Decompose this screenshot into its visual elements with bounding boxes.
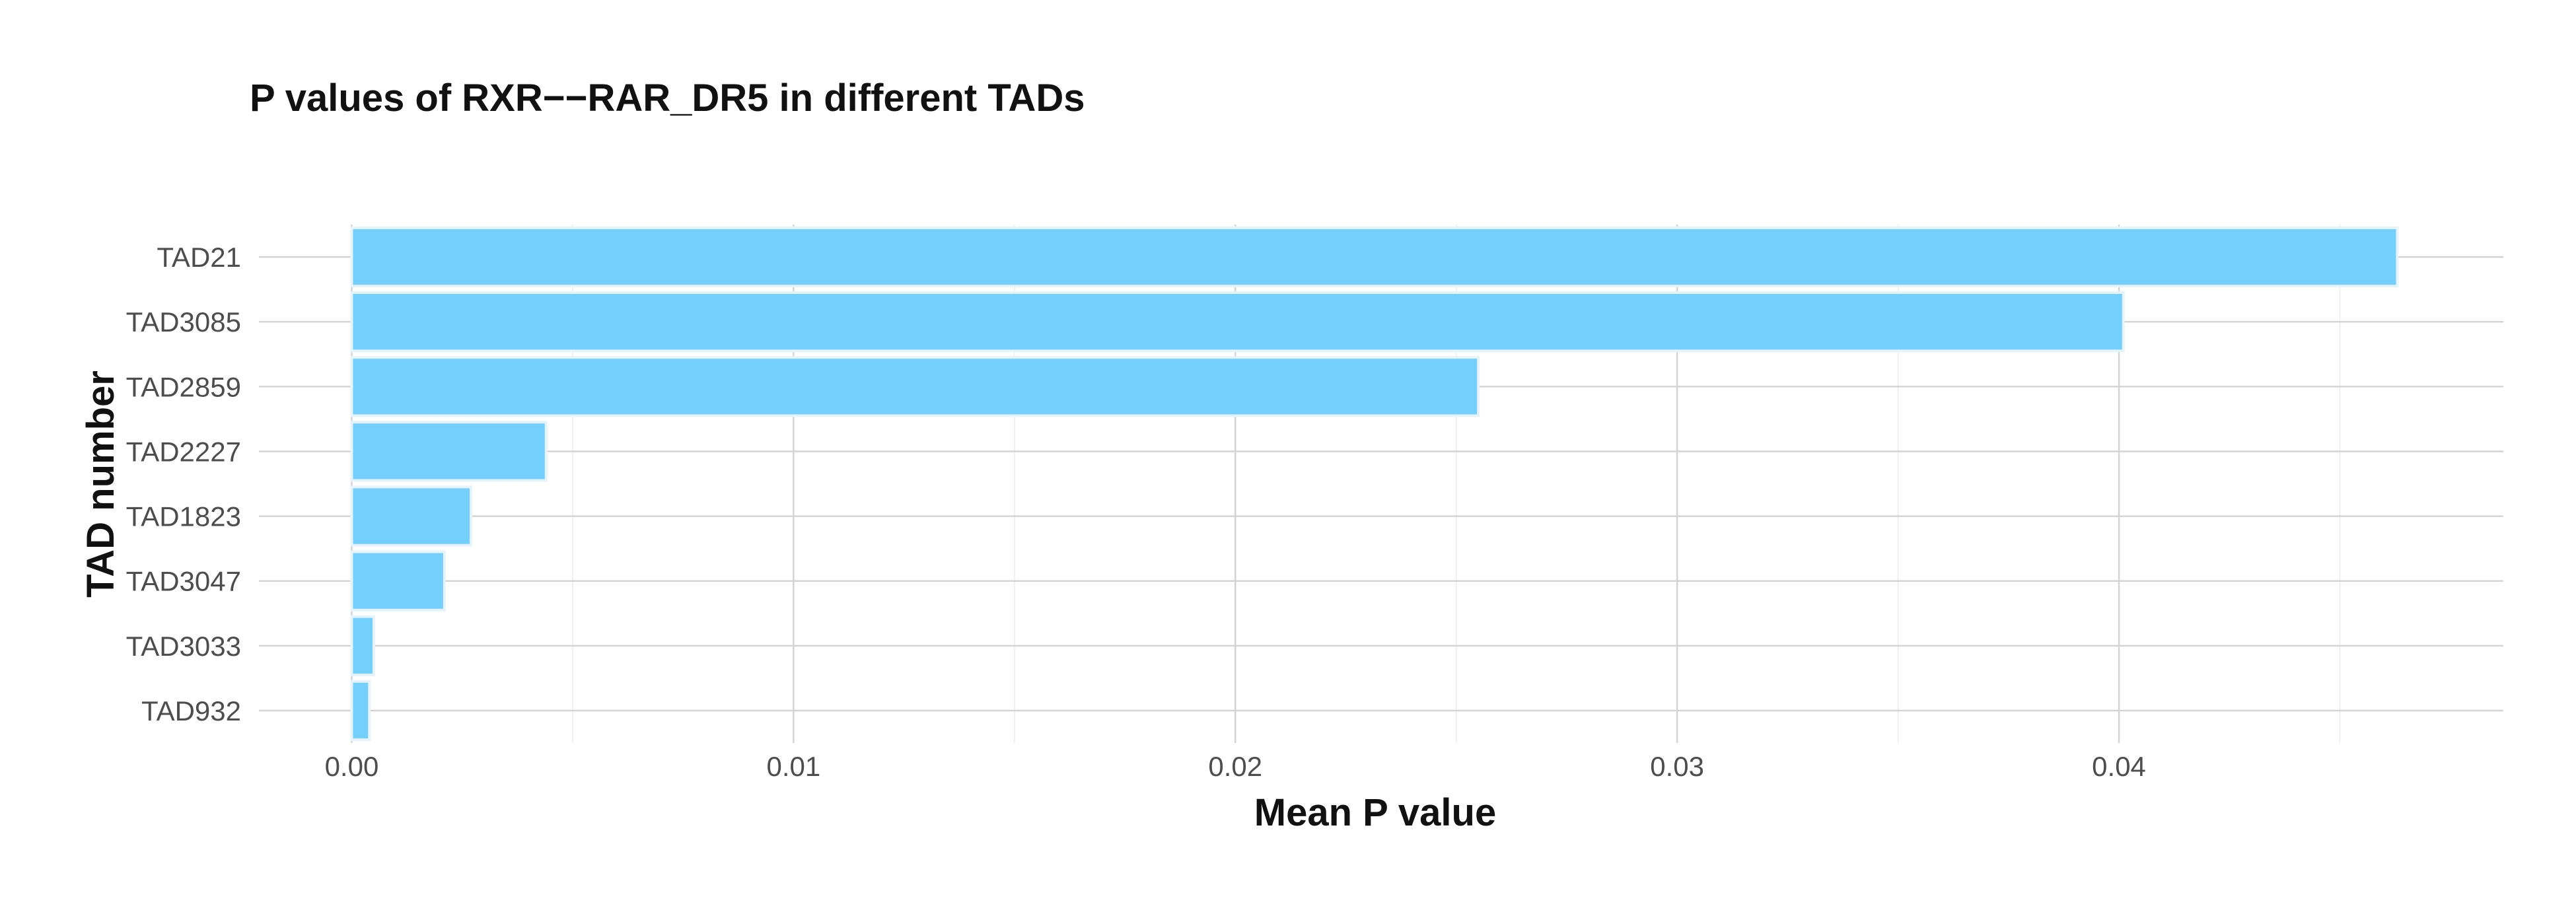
x-tick-label: 0.02 xyxy=(1208,751,1262,782)
bar xyxy=(350,226,2399,288)
bar xyxy=(350,680,371,742)
bars-layer xyxy=(350,226,2399,742)
y-tick-label: TAD3033 xyxy=(126,631,241,662)
y-tick-labels: TAD21 TAD3085 TAD2859 TAD2227 TAD1823 TAD3047… xyxy=(126,242,241,726)
bar xyxy=(350,291,2125,353)
y-tick-label: TAD2227 xyxy=(126,436,241,467)
y-axis-title: TAD number xyxy=(79,370,122,598)
y-tick-label: TAD3047 xyxy=(126,566,241,597)
y-tick-label: TAD2859 xyxy=(126,371,241,402)
chart-title: P values of RXR−−RAR_DR5 in different TA… xyxy=(250,77,1085,120)
x-tick-labels: 0.00 0.01 0.02 0.03 0.04 xyxy=(325,751,2146,782)
x-axis-title: Mean P value xyxy=(1254,791,1496,834)
y-tick-label: TAD21 xyxy=(157,242,241,273)
bar xyxy=(350,421,548,482)
bar xyxy=(350,356,1480,417)
bar xyxy=(350,615,375,676)
x-tick-label: 0.04 xyxy=(2092,751,2146,782)
x-tick-label: 0.03 xyxy=(1650,751,1704,782)
y-tick-label: TAD3085 xyxy=(126,306,241,337)
y-tick-label: TAD932 xyxy=(141,695,241,726)
bar xyxy=(350,550,446,612)
bar xyxy=(350,485,473,547)
x-tick-label: 0.00 xyxy=(325,751,379,782)
x-tick-label: 0.01 xyxy=(766,751,820,782)
y-tick-label: TAD1823 xyxy=(126,501,241,532)
